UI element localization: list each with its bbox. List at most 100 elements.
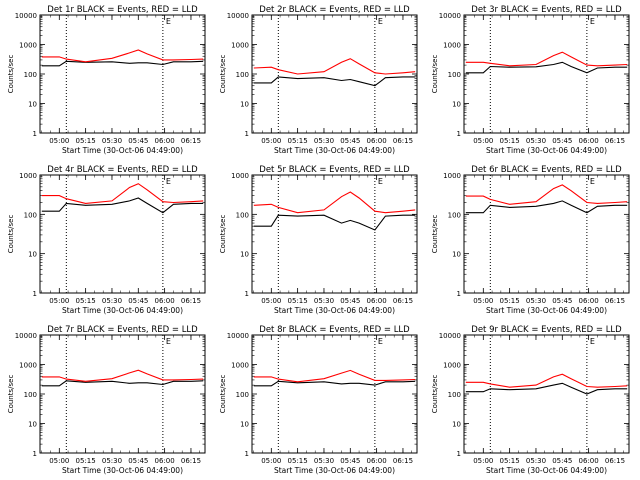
x-tick-label: 06:00 bbox=[155, 457, 175, 465]
x-tick-label: 05:15 bbox=[500, 297, 520, 305]
x-tick-label: 05:15 bbox=[288, 297, 308, 305]
panel-title: Det 5r BLACK = Events, RED = LLD bbox=[259, 165, 410, 175]
x-tick-label: 05:30 bbox=[314, 137, 334, 145]
x-axis-label: Start Time (30-Oct-06 04:49:00) bbox=[486, 306, 607, 315]
x-tick-label: 06:00 bbox=[367, 297, 387, 305]
panel-title: Det 3r BLACK = Events, RED = LLD bbox=[471, 5, 622, 15]
x-tick-label: 05:00 bbox=[473, 137, 493, 145]
panel-title: Det 8r BLACK = Events, RED = LLD bbox=[259, 325, 410, 335]
x-tick-label: 05:45 bbox=[552, 297, 572, 305]
y-tick-label: 10 bbox=[240, 421, 249, 429]
x-tick-label: 06:15 bbox=[605, 457, 625, 465]
x-tick-label: 05:00 bbox=[49, 137, 69, 145]
lld-series-line bbox=[253, 369, 416, 383]
lld-series-line bbox=[465, 51, 628, 67]
panel-8: Det 8r BLACK = Events, RED = LLD 1 10 100 10… bbox=[219, 325, 418, 475]
event-annotation: E bbox=[590, 337, 595, 346]
lld-series-line bbox=[465, 373, 628, 388]
x-tick-label: 05:15 bbox=[288, 137, 308, 145]
x-tick-label: 05:30 bbox=[526, 297, 546, 305]
lld-series-line bbox=[41, 369, 204, 382]
y-tick-label: 1 bbox=[245, 450, 249, 458]
x-tick-label: 06:00 bbox=[367, 457, 387, 465]
event-annotation: E bbox=[166, 17, 171, 26]
events-series-line bbox=[41, 380, 204, 387]
plot-frame bbox=[251, 334, 418, 454]
y-tick-label: 1000 bbox=[443, 362, 461, 370]
y-axis-label: Counts/sec bbox=[431, 215, 439, 254]
events-series-line bbox=[253, 214, 416, 231]
x-tick-label: 05:00 bbox=[49, 297, 69, 305]
x-tick-label: 06:15 bbox=[605, 297, 625, 305]
y-tick-label: 1 bbox=[245, 130, 249, 138]
events-series-line bbox=[465, 382, 628, 395]
event-annotation: E bbox=[166, 177, 171, 186]
lld-series-line bbox=[253, 191, 416, 214]
y-tick-label: 100 bbox=[24, 391, 37, 399]
y-tick-label: 10 bbox=[240, 101, 249, 109]
x-axis-label: Start Time (30-Oct-06 04:49:00) bbox=[62, 306, 183, 315]
x-axis-label: Start Time (30-Oct-06 04:49:00) bbox=[486, 466, 607, 475]
x-tick-label: 05:15 bbox=[288, 457, 308, 465]
x-tick-label: 05:00 bbox=[261, 297, 281, 305]
lld-series-line bbox=[253, 58, 416, 75]
panel-7: Det 7r BLACK = Events, RED = LLD 1 10 100 10… bbox=[7, 325, 206, 475]
y-tick-label: 10000 bbox=[15, 332, 37, 340]
plot-frame bbox=[463, 14, 630, 134]
panel-5: Det 5r BLACK = Events, RED = LLD 1 10 100 10… bbox=[219, 165, 418, 315]
x-tick-label: 06:15 bbox=[181, 297, 201, 305]
y-tick-label: 10 bbox=[28, 101, 37, 109]
x-axis-label: Start Time (30-Oct-06 04:49:00) bbox=[274, 146, 395, 155]
x-axis-label: Start Time (30-Oct-06 04:49:00) bbox=[62, 466, 183, 475]
panel-6: Det 6r BLACK = Events, RED = LLD 1 10 100 10… bbox=[431, 165, 630, 315]
y-tick-label: 10 bbox=[452, 101, 461, 109]
panel-2: Det 2r BLACK = Events, RED = LLD 1 10 100 10… bbox=[219, 5, 418, 155]
x-tick-label: 05:00 bbox=[261, 457, 281, 465]
x-tick-label: 05:00 bbox=[261, 137, 281, 145]
x-tick-label: 06:00 bbox=[579, 137, 599, 145]
panel-title: Det 6r BLACK = Events, RED = LLD bbox=[471, 165, 622, 175]
event-annotation: E bbox=[166, 337, 171, 346]
x-tick-label: 05:45 bbox=[340, 297, 360, 305]
y-tick-label: 10000 bbox=[227, 12, 249, 20]
x-tick-label: 06:00 bbox=[155, 137, 175, 145]
y-tick-label: 1000 bbox=[231, 42, 249, 50]
x-axis-label: Start Time (30-Oct-06 04:49:00) bbox=[274, 466, 395, 475]
x-tick-label: 05:15 bbox=[76, 297, 96, 305]
y-tick-label: 10 bbox=[28, 251, 37, 259]
x-tick-label: 06:00 bbox=[367, 137, 387, 145]
y-tick-label: 1000 bbox=[19, 42, 37, 50]
events-series-line bbox=[253, 380, 416, 387]
y-tick-label: 1 bbox=[457, 450, 461, 458]
events-series-line bbox=[253, 76, 416, 87]
x-axis-label: Start Time (30-Oct-06 04:49:00) bbox=[62, 146, 183, 155]
x-tick-label: 05:45 bbox=[552, 457, 572, 465]
x-tick-label: 06:00 bbox=[579, 457, 599, 465]
event-annotation: E bbox=[378, 17, 383, 26]
y-tick-label: 1 bbox=[457, 130, 461, 138]
panel-4: Det 4r BLACK = Events, RED = LLD 1 10 100 10… bbox=[7, 165, 206, 315]
lld-series-line bbox=[41, 49, 204, 63]
y-axis-label: Counts/sec bbox=[7, 215, 15, 254]
x-tick-label: 05:45 bbox=[128, 137, 148, 145]
x-tick-label: 05:15 bbox=[500, 137, 520, 145]
y-tick-label: 1000 bbox=[231, 172, 249, 180]
y-tick-label: 100 bbox=[24, 211, 37, 219]
x-tick-label: 05:45 bbox=[128, 457, 148, 465]
x-tick-label: 06:15 bbox=[393, 137, 413, 145]
y-tick-label: 10000 bbox=[439, 332, 461, 340]
y-tick-label: 1 bbox=[33, 450, 37, 458]
y-tick-label: 10 bbox=[28, 421, 37, 429]
y-tick-label: 10 bbox=[452, 251, 461, 259]
y-axis-label: Counts/sec bbox=[431, 375, 439, 414]
y-tick-label: 10 bbox=[240, 251, 249, 259]
y-axis-label: Counts/sec bbox=[219, 55, 227, 94]
x-tick-label: 05:15 bbox=[76, 137, 96, 145]
y-tick-label: 100 bbox=[236, 391, 249, 399]
panel-9: Det 9r BLACK = Events, RED = LLD 1 10 100 10… bbox=[431, 325, 630, 475]
panel-title: Det 1r BLACK = Events, RED = LLD bbox=[47, 5, 198, 15]
y-tick-label: 100 bbox=[236, 71, 249, 79]
plot-frame bbox=[39, 14, 206, 134]
x-axis-label: Start Time (30-Oct-06 04:49:00) bbox=[486, 146, 607, 155]
